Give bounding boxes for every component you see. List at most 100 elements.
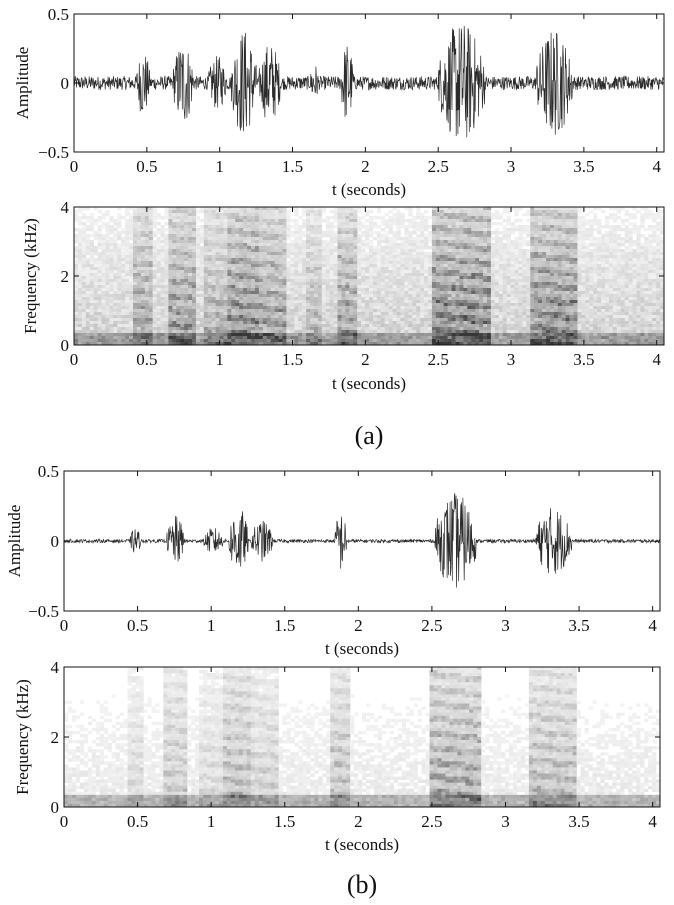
spectrogram-cell xyxy=(424,285,429,289)
spectrogram-cell xyxy=(254,261,260,265)
spectrogram-cell xyxy=(231,213,236,217)
spectrogram-cell xyxy=(278,270,283,274)
spectrogram-cell xyxy=(337,243,342,247)
spectrogram-cell xyxy=(152,330,157,334)
spectrogram-cell xyxy=(286,294,291,298)
spectrogram-cell xyxy=(479,210,484,214)
spectrogram-cell xyxy=(310,306,315,310)
spectrogram-cell xyxy=(306,339,311,343)
spectrogram-cell xyxy=(290,219,295,223)
spectrogram-cell xyxy=(325,225,330,229)
spectrogram-cell xyxy=(258,225,264,229)
spectrogram-cell xyxy=(294,219,299,223)
spectrogram-cell xyxy=(510,336,515,340)
spectrogram-cell xyxy=(345,240,350,244)
spectrogram-cell xyxy=(349,339,354,343)
spectrogram-cell xyxy=(148,222,153,226)
spectrogram-cell xyxy=(247,294,252,298)
spectrogram-cell xyxy=(109,327,114,331)
spectrogram-cell xyxy=(416,315,421,319)
spectrogram-cell xyxy=(148,315,153,319)
spectrogram-cell xyxy=(164,207,169,211)
spectrogram-cell xyxy=(207,255,212,259)
spectrogram-cell xyxy=(467,273,472,277)
spectrogram-cell xyxy=(498,297,504,301)
spectrogram-cell xyxy=(302,210,307,214)
spectrogram-cell xyxy=(105,231,110,235)
spectrogram-cell xyxy=(117,264,122,268)
spectrogram-cell xyxy=(372,309,378,313)
spectrogram-cell xyxy=(93,294,98,298)
waveform-plot-a: 0 0.5 1 1.5 2 2.5 3 3.5 4 0.50−0.5 t (seconds) A… xyxy=(13,5,665,199)
spectrogram-cell xyxy=(180,303,185,307)
spectrogram-cell xyxy=(487,333,492,337)
spectrogram-cell xyxy=(506,267,511,271)
spectrogram-cell xyxy=(243,303,248,307)
spectrogram-cell xyxy=(337,246,342,250)
spectrogram-cell xyxy=(282,273,287,277)
spectrogram-cell xyxy=(282,282,287,286)
spectrogram-cell xyxy=(388,231,393,235)
spectrogram-cell xyxy=(439,285,445,289)
spectrogram-cell xyxy=(380,297,386,301)
spectrogram-cell xyxy=(294,261,299,265)
spectrogram-cell xyxy=(199,285,205,289)
spectrogram-cell xyxy=(184,240,189,244)
spectrogram-cell xyxy=(89,288,94,292)
spectrogram-cell xyxy=(463,309,468,313)
spectrogram-cell xyxy=(317,339,323,343)
spectrogram-cell xyxy=(231,282,236,286)
spectrogram-cell xyxy=(266,225,271,229)
spectrogram-cell xyxy=(74,258,79,262)
spectrogram-cell xyxy=(93,261,98,265)
spectrogram-cell xyxy=(428,216,433,220)
spectrogram-cell xyxy=(231,321,236,325)
spectrogram-cell xyxy=(168,312,173,316)
spectrogram-cell xyxy=(144,264,150,268)
spectrogram-cell xyxy=(333,267,338,271)
spectrogram-cell xyxy=(471,315,476,319)
spectrogram-cell xyxy=(372,276,378,280)
spectrogram-cell xyxy=(121,243,126,247)
spectrogram-cell xyxy=(329,261,334,265)
spectrogram-cell xyxy=(357,228,362,232)
spectrogram-cell xyxy=(447,285,452,289)
spectrogram-cell xyxy=(121,252,126,256)
spectrogram-cell xyxy=(439,318,445,322)
spectrogram-cell xyxy=(172,339,177,343)
spectrogram-cell xyxy=(184,279,189,283)
spectrogram-cell xyxy=(502,234,507,238)
spectrogram-cell xyxy=(388,237,393,241)
spectrogram-cell xyxy=(333,291,338,295)
spectrogram-cell xyxy=(207,282,212,286)
spectrogram-cell xyxy=(247,222,252,226)
spectrogram-cell xyxy=(85,312,91,316)
spectrogram-cell xyxy=(258,321,264,325)
spectrogram-cell xyxy=(369,294,374,298)
spectrogram-cell xyxy=(136,222,142,226)
spectrogram-cell xyxy=(313,297,319,301)
spectrogram-cell xyxy=(247,258,252,262)
spectrogram-cell xyxy=(455,291,460,295)
spectrogram-cell xyxy=(219,264,224,268)
spectrogram-cell xyxy=(475,333,480,337)
spectrogram-cell xyxy=(203,324,209,328)
spectrogram-cell xyxy=(447,258,452,262)
spectrogram-cell xyxy=(282,288,287,292)
spectrogram-cell xyxy=(384,318,389,322)
spectrogram-cell xyxy=(168,285,173,289)
spectrogram-cell xyxy=(388,330,393,334)
spectrogram-cell xyxy=(81,336,87,340)
spectrogram-cell xyxy=(388,312,393,316)
spectrogram-cell xyxy=(298,330,303,334)
spectrogram-cell xyxy=(408,324,413,328)
spectrogram-cell xyxy=(447,237,452,241)
spectrogram-cell xyxy=(479,315,484,319)
spectrogram-cell xyxy=(247,252,252,256)
spectrogram-cell xyxy=(451,315,456,319)
spectrogram-cell xyxy=(121,312,126,316)
spectrogram-cell xyxy=(258,267,264,271)
spectrogram-cell xyxy=(81,273,87,277)
spectrogram-cell xyxy=(416,216,421,220)
spectrogram-cell xyxy=(451,249,456,253)
